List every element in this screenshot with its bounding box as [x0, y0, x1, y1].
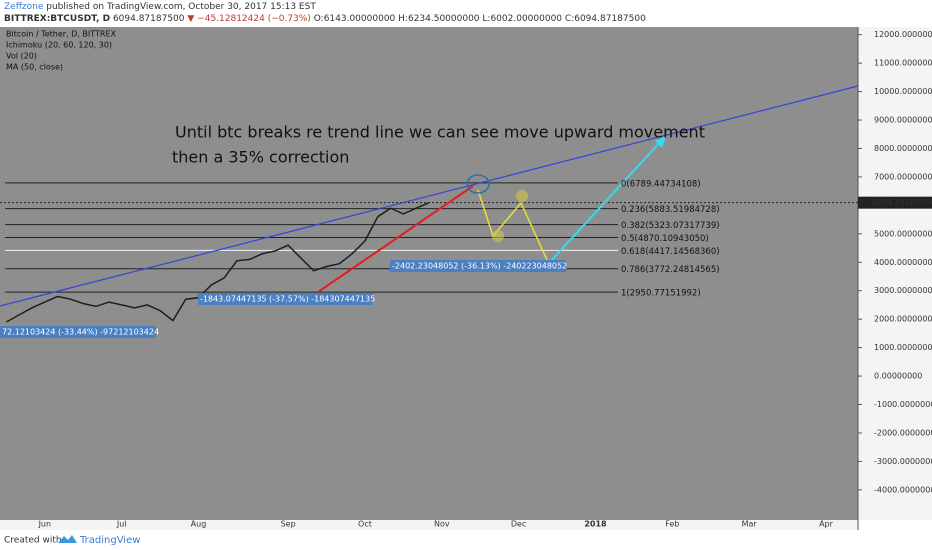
author[interactable]: Zeffzone: [4, 2, 44, 12]
projection-dot: [516, 190, 528, 202]
projection-path: [477, 189, 549, 263]
change: ▼ −45.12812424 (−0.73%): [187, 14, 310, 24]
measure-label: -1843.07447135 (-37.57%) -184307447135: [200, 295, 375, 304]
projection-arrow: [549, 139, 663, 263]
y-tick-label: -4000.00000000: [874, 485, 932, 494]
symbol: BITTREX:BTCUSDT, D: [4, 14, 110, 24]
support-line: [317, 185, 474, 293]
annotation: then a 35% correction: [172, 148, 349, 167]
y-tick-label: 0.00000000: [874, 372, 922, 381]
x-tick-label: Jun: [38, 520, 52, 529]
arrow-head: [655, 136, 666, 148]
x-tick-label: Dec: [511, 520, 526, 529]
x-tick-label: Nov: [434, 520, 450, 529]
published: published on TradingView.com, October 30…: [46, 2, 316, 12]
price-label-box: [858, 196, 932, 209]
highlight-circle: [466, 174, 490, 194]
open: O:6143.00000000: [314, 14, 396, 24]
projection-dot: [492, 230, 504, 242]
trend-line: [0, 85, 859, 307]
logo-icon: [58, 535, 77, 543]
y-tick-label: -2000.00000000: [874, 428, 932, 437]
fib-label: 0(6789.44734108): [621, 179, 701, 189]
price-axis-background: [858, 27, 932, 520]
y-tick-label: 8000.00000000: [874, 144, 932, 153]
last: 6094.87187500: [113, 14, 185, 24]
y-tick-label: 12000.00000000: [874, 30, 932, 39]
measure-box: [0, 326, 156, 338]
price-line-series: [6, 202, 430, 323]
legend-item: MA (50, close): [6, 63, 63, 72]
legend-item: Vol (20): [6, 52, 37, 61]
high: H:6234.50000000: [398, 14, 480, 24]
x-tick-label: Jul: [116, 520, 127, 529]
footer-brand[interactable]: TradingView: [79, 535, 140, 546]
fib-label: 1(2950.77151992): [621, 289, 701, 299]
x-tick-label: Oct: [358, 520, 372, 529]
fib-label: 0.618(4417.14568360): [621, 247, 720, 257]
close: C:6094.87187500: [565, 14, 646, 24]
y-tick-label: 9000.00000000: [874, 116, 932, 125]
x-tick-label: Feb: [665, 520, 679, 529]
y-tick-label: -3000.00000000: [874, 457, 932, 466]
y-tick-label: 4000.00000000: [874, 258, 932, 267]
x-tick-label: Mar: [742, 520, 758, 529]
price-label: 6094.87187500: [872, 198, 932, 207]
plot-background: [0, 27, 858, 520]
y-tick-label: 3000.00000000: [874, 286, 932, 295]
y-tick-label: 11000.00000000: [874, 59, 932, 68]
legend-item: Bitcoin / Tether, D, BITTREX: [6, 30, 117, 39]
measure-box: [198, 293, 373, 305]
measure-box: [390, 260, 566, 272]
header-line: Zeffzone published on TradingView.com, O…: [4, 2, 316, 12]
legend-item: Ichimoku (20, 60, 120, 30): [6, 41, 112, 50]
y-tick-label: 7000.00000000: [874, 172, 932, 181]
y-tick-label: 5000.00000000: [874, 229, 932, 238]
low: L:6002.00000000: [482, 14, 562, 24]
fib-label: 0.786(3772.24814565): [621, 265, 720, 275]
y-tick-label: 1000.00000000: [874, 343, 932, 352]
measure-label: -2402.23048052 (-36.13%) -240223048052: [392, 262, 567, 271]
x-tick-label: Apr: [819, 520, 834, 529]
x-tick-label: Sep: [281, 520, 296, 529]
quote-line: BITTREX:BTCUSDT, D 6094.87187500 ▼ −45.1…: [4, 14, 646, 24]
annotation: Until btc breaks re trend line we can se…: [175, 123, 705, 142]
footer-created: Created with: [4, 536, 62, 546]
y-tick-label: 10000.00000000: [874, 87, 932, 96]
measure-label: 72.12103424 (-33.44%) -97212103424: [2, 328, 159, 337]
y-tick-label: 2000.00000000: [874, 315, 932, 324]
y-tick-label: -1000.00000000: [874, 400, 932, 409]
x-tick-label: 2018: [584, 520, 607, 529]
fib-label: 0.382(5323.07317739): [621, 221, 720, 231]
fib-label: 0.236(5883.51984728): [621, 205, 720, 215]
fib-label: 0.5(4870.10943050): [621, 234, 709, 244]
time-axis-background: [0, 520, 858, 530]
x-tick-label: Aug: [191, 520, 207, 529]
